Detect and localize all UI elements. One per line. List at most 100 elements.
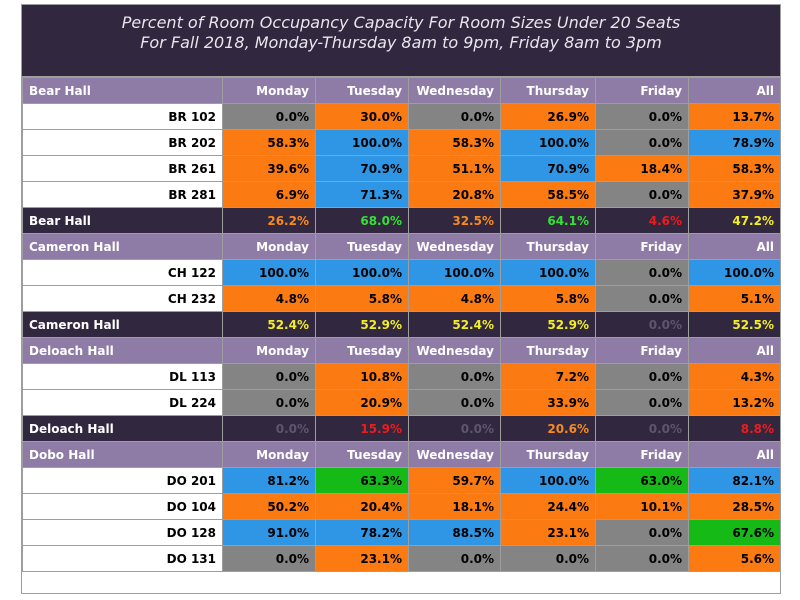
- occupancy-cell: 0.0%: [408, 389, 501, 416]
- occupancy-cell: 18.4%: [595, 155, 689, 182]
- room-name: CH 232: [22, 285, 223, 312]
- occupancy-cell: 13.2%: [688, 389, 780, 416]
- occupancy-cell: 63.0%: [595, 467, 689, 494]
- occupancy-cell: 70.9%: [315, 155, 409, 182]
- room-row: DO 131 0.0% 23.1% 0.0% 0.0% 0.0% 5.6%: [22, 545, 780, 572]
- total-cell: 0.0%: [222, 415, 316, 442]
- occupancy-cell: 100.0%: [222, 259, 316, 286]
- occupancy-cell: 58.3%: [688, 155, 780, 182]
- occupancy-cell: 0.0%: [595, 285, 689, 312]
- occupancy-cell: 0.0%: [222, 389, 316, 416]
- column-header: Thursday: [500, 77, 596, 104]
- occupancy-cell: 20.9%: [315, 389, 409, 416]
- total-cell: 52.4%: [222, 311, 316, 338]
- occupancy-cell: 58.3%: [408, 129, 501, 156]
- occupancy-cell: 4.8%: [408, 285, 501, 312]
- room-row: BR 261 39.6% 70.9% 51.1% 70.9% 18.4% 58.3%: [22, 155, 780, 182]
- occupancy-cell: 37.9%: [688, 181, 780, 208]
- occupancy-cell: 100.0%: [315, 129, 409, 156]
- column-header: Tuesday: [315, 77, 409, 104]
- title-line-2: For Fall 2018, Monday-Thursday 8am to 9p…: [140, 33, 662, 52]
- section-header-row: Dobo Hall Monday Tuesday Wednesday Thursday F…: [22, 441, 780, 468]
- room-name: BR 281: [22, 181, 223, 208]
- column-header: Tuesday: [315, 337, 409, 364]
- occupancy-cell: 82.1%: [688, 467, 780, 494]
- occupancy-cell: 100.0%: [500, 467, 596, 494]
- occupancy-cell: 0.0%: [595, 129, 689, 156]
- room-name: DO 104: [22, 493, 223, 520]
- total-cell: 52.5%: [688, 311, 780, 338]
- occupancy-cell: 5.8%: [315, 285, 409, 312]
- column-header: Friday: [595, 233, 689, 260]
- occupancy-cell: 0.0%: [595, 519, 689, 546]
- total-cell: 4.6%: [595, 207, 689, 234]
- section-total-name: Bear Hall: [22, 207, 223, 234]
- occupancy-cell: 23.1%: [500, 519, 596, 546]
- occupancy-cell: 71.3%: [315, 181, 409, 208]
- occupancy-cell: 59.7%: [408, 467, 501, 494]
- occupancy-cell: 0.0%: [595, 103, 689, 130]
- total-cell: 52.9%: [500, 311, 596, 338]
- occupancy-cell: 58.5%: [500, 181, 596, 208]
- total-cell: 0.0%: [595, 311, 689, 338]
- column-header: All: [688, 233, 780, 260]
- title-line-1: Percent of Room Occupancy Capacity For R…: [121, 13, 681, 32]
- room-row: DO 104 50.2% 20.4% 18.1% 24.4% 10.1% 28.5%: [22, 493, 780, 520]
- occupancy-cell: 100.0%: [315, 259, 409, 286]
- occupancy-cell: 0.0%: [222, 545, 316, 572]
- column-header: Monday: [222, 233, 316, 260]
- section-total-name: Cameron Hall: [22, 311, 223, 338]
- total-cell: 32.5%: [408, 207, 501, 234]
- occupancy-cell: 100.0%: [408, 259, 501, 286]
- occupancy-cell: 6.9%: [222, 181, 316, 208]
- column-header: Tuesday: [315, 441, 409, 468]
- section-total-row: Bear Hall 26.2% 68.0% 32.5% 64.1% 4.6% 47.2%: [22, 207, 780, 234]
- occupancy-cell: 5.1%: [688, 285, 780, 312]
- occupancy-table: Bear Hall Monday Tuesday Wednesday Thursday F…: [22, 77, 780, 572]
- occupancy-cell: 0.0%: [500, 545, 596, 572]
- room-row: CH 232 4.8% 5.8% 4.8% 5.8% 0.0% 5.1%: [22, 285, 780, 312]
- section-total-row: Deloach Hall 0.0% 15.9% 0.0% 20.6% 0.0% 8.8%: [22, 415, 780, 442]
- section-name: Dobo Hall: [22, 441, 223, 468]
- room-name: DL 113: [22, 363, 223, 390]
- room-row: BR 281 6.9% 71.3% 20.8% 58.5% 0.0% 37.9%: [22, 181, 780, 208]
- total-cell: 20.6%: [500, 415, 596, 442]
- column-header: All: [688, 77, 780, 104]
- section-name: Cameron Hall: [22, 233, 223, 260]
- occupancy-cell: 67.6%: [688, 519, 780, 546]
- room-row: DL 224 0.0% 20.9% 0.0% 33.9% 0.0% 13.2%: [22, 389, 780, 416]
- occupancy-cell: 4.8%: [222, 285, 316, 312]
- occupancy-cell: 30.0%: [315, 103, 409, 130]
- room-row: BR 202 58.3% 100.0% 58.3% 100.0% 0.0% 78.9%: [22, 129, 780, 156]
- total-cell: 26.2%: [222, 207, 316, 234]
- occupancy-cell: 100.0%: [500, 129, 596, 156]
- occupancy-cell: 70.9%: [500, 155, 596, 182]
- occupancy-cell: 91.0%: [222, 519, 316, 546]
- column-header: Monday: [222, 77, 316, 104]
- occupancy-cell: 0.0%: [408, 363, 501, 390]
- occupancy-cell: 51.1%: [408, 155, 501, 182]
- occupancy-cell: 0.0%: [222, 363, 316, 390]
- occupancy-cell: 4.3%: [688, 363, 780, 390]
- room-name: BR 202: [22, 129, 223, 156]
- total-cell: 47.2%: [688, 207, 780, 234]
- room-name: BR 261: [22, 155, 223, 182]
- total-cell: 0.0%: [595, 415, 689, 442]
- room-name: BR 102: [22, 103, 223, 130]
- section-total-row: Cameron Hall 52.4% 52.9% 52.4% 52.9% 0.0% 52.5…: [22, 311, 780, 338]
- occupancy-cell: 28.5%: [688, 493, 780, 520]
- occupancy-cell: 0.0%: [222, 103, 316, 130]
- column-header: Monday: [222, 337, 316, 364]
- occupancy-cell: 0.0%: [595, 363, 689, 390]
- room-name: DO 128: [22, 519, 223, 546]
- column-header: Friday: [595, 441, 689, 468]
- occupancy-cell: 26.9%: [500, 103, 596, 130]
- section-header-row: Cameron Hall Monday Tuesday Wednesday Thursd…: [22, 233, 780, 260]
- total-cell: 15.9%: [315, 415, 409, 442]
- room-name: DL 224: [22, 389, 223, 416]
- occupancy-cell: 23.1%: [315, 545, 409, 572]
- occupancy-cell: 100.0%: [688, 259, 780, 286]
- section-name: Bear Hall: [22, 77, 223, 104]
- room-row: CH 122 100.0% 100.0% 100.0% 100.0% 0.0% 100.0%: [22, 259, 780, 286]
- room-name: CH 122: [22, 259, 223, 286]
